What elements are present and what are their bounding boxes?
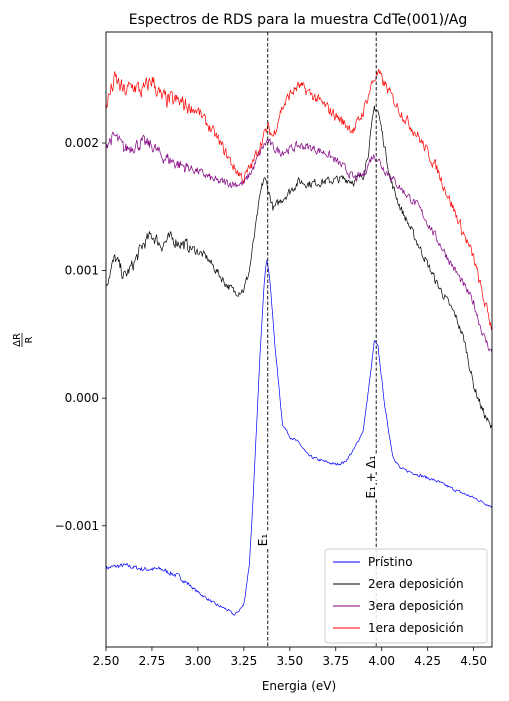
legend: Prístino 2era deposición 3era deposición 1e… [324,548,488,644]
y-tick-label: 0.001 [65,264,99,278]
reference-label-e1-delta1: E₁ + Δ₁ [364,455,378,498]
plot-frame [105,31,493,648]
y-axis-ticks: −0.001 0.000 0.001 0.002 [55,136,106,533]
chart-title: Espectros de RDS para la muestra CdTe(00… [129,12,468,28]
legend-label-2: 2era deposición [368,577,464,591]
x-tick-label: 2.75 [139,654,166,668]
x-axis-ticks: 2.50 2.75 3.00 3.25 3.50 3.75 4.00 4.25 4.50 [93,647,487,668]
x-tick-label: 4.50 [460,654,487,668]
x-tick-label: 4.25 [414,654,441,668]
series-layer [106,68,492,616]
series-line-1 [106,260,492,616]
series-line-3 [106,131,492,354]
y-axis-label-denominator: R [24,336,35,343]
x-tick-label: 3.00 [185,654,212,668]
x-tick-label: 2.50 [93,654,120,668]
y-axis-label-numerator: ΔR [12,333,23,347]
reference-label-e1: E₁ [256,534,270,547]
legend-box [324,548,488,644]
series-line-2 [106,105,492,429]
x-tick-label: 3.50 [276,654,303,668]
plot-area: E₁ E₁ + Δ₁ [105,31,493,648]
reference-lines: E₁ E₁ + Δ₁ [254,32,380,647]
y-tick-label: −0.001 [55,519,99,533]
y-tick-label: 0.002 [65,136,99,150]
x-tick-label: 4.00 [368,654,395,668]
y-tick-label: 0.000 [65,391,99,405]
x-tick-label: 3.25 [230,654,257,668]
y-axis-label: ΔR R [12,333,35,347]
x-axis-label: Energia (eV) [262,679,336,693]
series-line-4 [106,68,492,331]
legend-label-1: Prístino [368,555,413,569]
x-tick-label: 3.75 [322,654,349,668]
legend-label-3: 3era deposición [368,599,464,613]
legend-label-4: 1era deposición [368,621,464,635]
